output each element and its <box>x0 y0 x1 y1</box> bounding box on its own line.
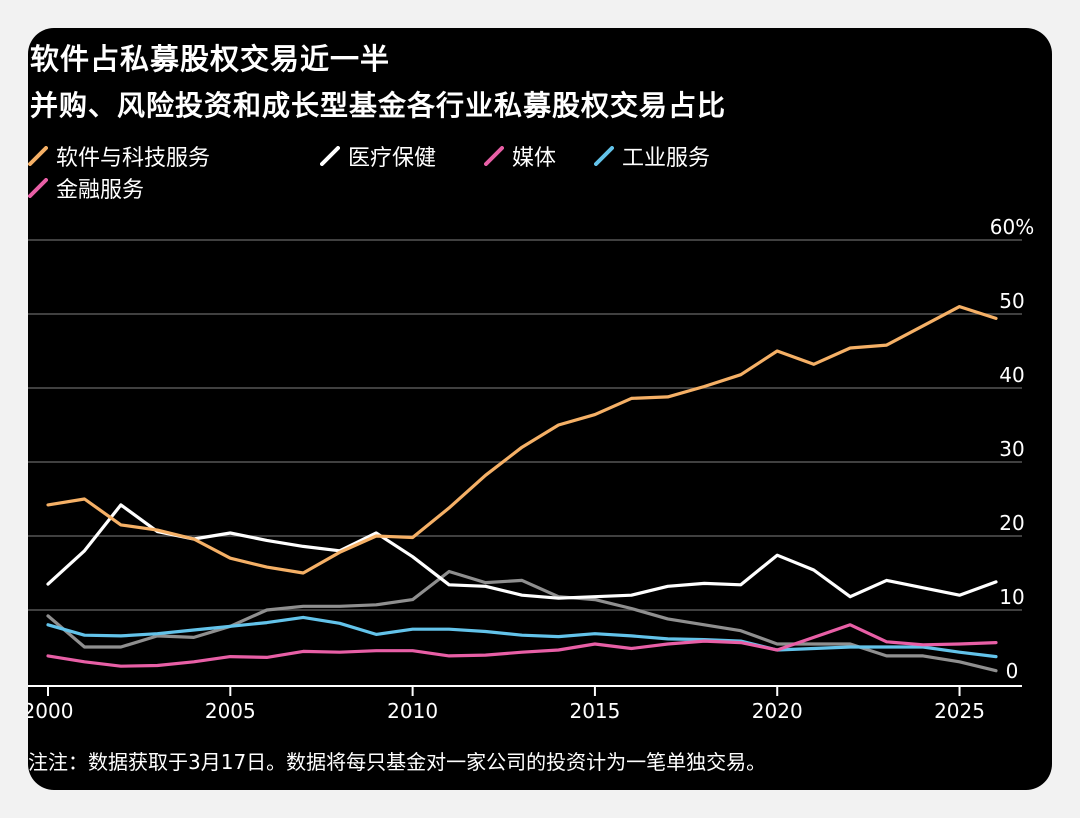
legend-label-healthcare: 医疗保健 <box>348 146 437 171</box>
y-tick-label-20: 20 <box>999 511 1024 535</box>
legend-label-financial: 金融服务 <box>56 178 145 203</box>
line-chart: 0 10 20 30 40 50 60% 2000 2005 2010 2015 2020 2025 <box>28 215 1034 723</box>
y-tick-label-50: 50 <box>999 289 1024 313</box>
x-tick-label-2025: 2025 <box>934 699 985 723</box>
series-line-0 <box>46 305 998 575</box>
series-line-1 <box>46 503 998 600</box>
x-tick-label-2005: 2005 <box>205 699 256 723</box>
chart-card: 软件占私募股权交易近一半 并购、风险投资和成长型基金各行业私募股权交易占比 软件… <box>28 28 1052 790</box>
legend-item-industrial: 工业服务 <box>594 140 710 172</box>
legend: 软件与科技服务 医疗保健 媒体 工业服务 金融服务 <box>28 140 928 204</box>
x-tick-label-2015: 2015 <box>569 699 620 723</box>
legend-item-media: 媒体 <box>484 140 556 172</box>
legend-swatch-industrial <box>594 146 614 166</box>
y-tick-label-60: 60% <box>990 215 1034 239</box>
y-tick-label-30: 30 <box>999 437 1024 461</box>
legend-swatch-software <box>28 146 48 166</box>
y-tick-label-0: 0 <box>1006 659 1019 683</box>
series-line-4 <box>46 569 998 673</box>
legend-swatch-healthcare <box>320 146 340 166</box>
legend-swatch-media <box>484 146 504 166</box>
x-tick-label-2000: 2000 <box>28 699 73 723</box>
footnote: 注注：数据获取于3月17日。数据将每只基金对一家公司的投资计为一笔单独交易。 <box>28 750 767 774</box>
series-line-3 <box>46 615 998 659</box>
legend-label-software: 软件与科技服务 <box>56 146 211 171</box>
legend-label-industrial: 工业服务 <box>622 146 711 171</box>
legend-item-healthcare: 医疗保健 <box>320 140 436 172</box>
y-tick-label-10: 10 <box>999 585 1024 609</box>
legend-label-media: 媒体 <box>512 146 557 171</box>
chart-title: 软件占私募股权交易近一半 <box>30 42 391 76</box>
chart-subtitle: 并购、风险投资和成长型基金各行业私募股权交易占比 <box>30 89 727 122</box>
legend-item-software: 软件与科技服务 <box>28 140 210 172</box>
x-tick-label-2020: 2020 <box>752 699 803 723</box>
legend-item-financial: 金融服务 <box>28 172 144 204</box>
series-line-2 <box>46 623 998 668</box>
y-tick-label-40: 40 <box>999 363 1024 387</box>
x-tick-label-2010: 2010 <box>387 699 438 723</box>
legend-swatch-financial <box>28 178 48 198</box>
